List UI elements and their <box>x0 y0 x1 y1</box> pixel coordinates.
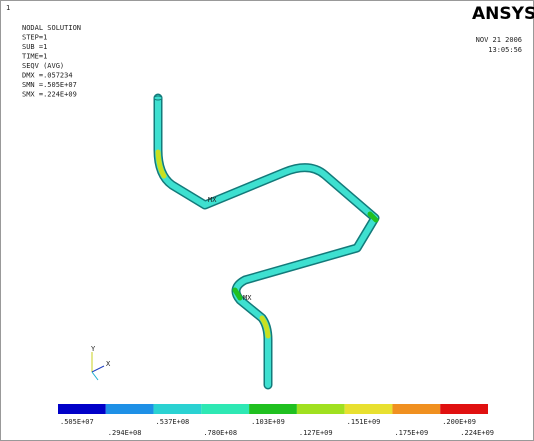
header-line: SMN =.505E+07 <box>22 81 77 89</box>
time: 13:05:56 <box>488 46 522 54</box>
legend-label: .200E+09 <box>442 418 476 426</box>
legend-swatch <box>154 404 202 414</box>
window-number: 1 <box>6 4 10 12</box>
legend-swatch <box>345 404 393 414</box>
header-line: TIME=1 <box>22 53 47 61</box>
legend-swatch <box>106 404 154 414</box>
legend-swatch <box>249 404 297 414</box>
legend-swatch <box>440 404 488 414</box>
pipe-end <box>154 96 162 100</box>
legend-label: .505E+07 <box>60 418 94 426</box>
legend-label: .537E+08 <box>156 418 190 426</box>
marker: MX <box>208 196 217 204</box>
legend-label: .294E+08 <box>108 429 142 437</box>
header-line: DMX =.057234 <box>22 72 73 80</box>
page: 1 ANSYS NOV 21 2006 13:05:56 NODAL SOLUT… <box>0 0 534 441</box>
legend-swatch <box>58 404 106 414</box>
ansys-window: 1 ANSYS NOV 21 2006 13:05:56 NODAL SOLUT… <box>0 0 534 441</box>
legend-label: .151E+09 <box>347 418 381 426</box>
legend-swatch <box>201 404 249 414</box>
legend-label: .127E+09 <box>299 429 333 437</box>
header-line: SEQV (AVG) <box>22 62 64 70</box>
legend-label: .224E+09 <box>460 429 494 437</box>
legend-swatch <box>392 404 440 414</box>
header-line: NODAL SOLUTION <box>22 24 81 32</box>
legend-swatch <box>297 404 345 414</box>
date: NOV 21 2006 <box>476 36 522 44</box>
header-line: SUB =1 <box>22 43 47 51</box>
legend-label: .175E+09 <box>394 429 428 437</box>
legend-label: .103E+09 <box>251 418 285 426</box>
legend-label: .780E+08 <box>203 429 237 437</box>
header-line: SMX =.224E+09 <box>22 91 77 99</box>
marker: MX <box>243 294 252 302</box>
logo: ANSYS <box>472 4 534 24</box>
header-line: STEP=1 <box>22 34 47 42</box>
